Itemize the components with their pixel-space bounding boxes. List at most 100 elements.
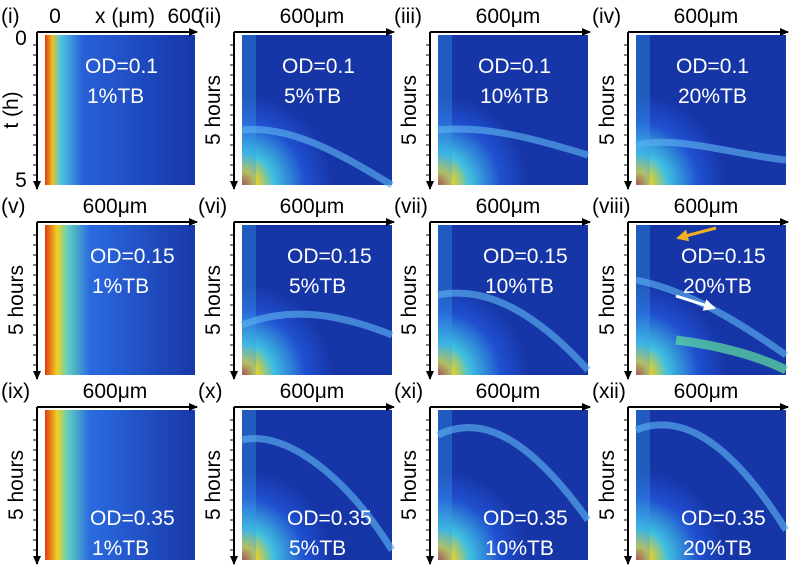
kymograph-edge [242, 35, 256, 185]
front-band [437, 289, 591, 373]
od-annotation: OD=0.15 [287, 245, 372, 268]
y-axis-label: 5 hours [202, 450, 225, 520]
x-axis-label: 600μm [280, 380, 345, 403]
panel: (vii) 600μm 5 hours OD=0.15 10%TB [394, 195, 591, 380]
panel-label: (xii) [592, 380, 626, 403]
od-annotation: OD=0.15 [681, 245, 766, 268]
tb-annotation: 20%TB [683, 275, 752, 298]
panel-label: (viii) [592, 195, 630, 218]
y-axis-label: 5 hours [398, 265, 421, 335]
kymograph [636, 410, 786, 560]
panel-label: (ix) [1, 380, 30, 403]
panel-label: (xi) [394, 380, 423, 403]
kymograph [438, 35, 588, 185]
kymograph [242, 225, 392, 375]
tb-annotation: 10%TB [485, 275, 554, 298]
front-band [634, 421, 789, 532]
panel: (viii) 600μm 5 hours OD=0.15 20%TB [592, 195, 789, 380]
od-annotation: OD=0.15 [483, 245, 568, 268]
kymograph [45, 225, 195, 375]
y-tick-label: 5 [15, 169, 27, 192]
y-axis-label: 5 hours [596, 450, 619, 520]
od-annotation: OD=0.1 [676, 55, 749, 78]
od-annotation: OD=0.35 [681, 507, 766, 530]
yellow-arrow [676, 226, 717, 242]
front-band [436, 424, 591, 523]
front-band [241, 125, 394, 189]
panel-label: (ii) [198, 5, 221, 28]
tb-annotation: 1%TB [87, 85, 144, 108]
tb-annotation: 5%TB [289, 537, 346, 560]
panel-label: (x) [198, 380, 223, 403]
panel: (xii) 600μm 5 hours OD=0.35 20%TB [592, 380, 789, 565]
x-axis-label: 600μm [476, 5, 541, 28]
kymograph [242, 410, 392, 560]
x-axis-label: 600μm [674, 195, 739, 218]
kymograph-edge [636, 225, 650, 375]
od-annotation: OD=0.15 [90, 245, 175, 268]
y-axis-label: 5 hours [596, 75, 619, 145]
front-band [635, 138, 787, 164]
tb-annotation: 1%TB [92, 537, 149, 560]
od-annotation: OD=0.1 [478, 55, 551, 78]
y-axis-label: 5 hours [398, 450, 421, 520]
y-axis-label: 5 hours [202, 75, 225, 145]
x-axis-label: 600μm [83, 380, 148, 403]
y-axis-label: 5 hours [5, 265, 28, 335]
front-band [675, 335, 789, 375]
y-axis-label: 5 hours [5, 450, 28, 520]
panel: (v) 600μm 5 hours OD=0.15 1%TB [1, 195, 198, 380]
y-axis-label: 5 hours [596, 265, 619, 335]
kymograph [45, 410, 195, 560]
front-band [240, 310, 394, 339]
kymograph-edge [242, 410, 256, 560]
panel-label: (iv) [592, 5, 621, 28]
kymograph [242, 35, 392, 185]
tb-annotation: 20%TB [678, 85, 747, 108]
x-axis-label: 600μm [476, 380, 541, 403]
panel: (ii) 600μm 5 hours OD=0.1 5%TB [198, 5, 395, 190]
panel-label: (i) [1, 5, 20, 28]
x-axis-label: 600μm [83, 195, 148, 218]
tb-annotation: 20%TB [683, 537, 752, 560]
x-axis-label: x (μm) [95, 5, 155, 28]
panel-label: (vii) [394, 195, 428, 218]
panel: (iii) 600μm 5 hours OD=0.1 10%TB [394, 5, 591, 190]
kymograph [45, 35, 195, 185]
panel-label: (iii) [394, 5, 422, 28]
panel-label: (v) [1, 195, 26, 218]
y-axis-label: 5 hours [202, 265, 225, 335]
front-band [241, 435, 395, 552]
white-arrow [675, 294, 716, 311]
od-annotation: OD=0.35 [287, 507, 372, 530]
kymograph-edge [636, 35, 650, 185]
panel: (ix) 600μm 5 hours OD=0.35 1%TB [1, 380, 198, 565]
kymograph-edge [438, 35, 452, 185]
kymograph-edge [438, 225, 452, 375]
kymograph-edge [438, 410, 452, 560]
tb-annotation: 5%TB [284, 85, 341, 108]
x-axis-label: 600μm [674, 5, 739, 28]
kymograph-edge [636, 410, 650, 560]
tb-annotation: 10%TB [480, 85, 549, 108]
panel: (iv) 600μm 5 hours OD=0.1 20%TB [592, 5, 789, 190]
tb-annotation: 1%TB [92, 275, 149, 298]
od-annotation: OD=0.1 [85, 55, 158, 78]
y-tick-label: 0 [15, 27, 27, 50]
panel: (x) 600μm 5 hours OD=0.35 5%TB [198, 380, 395, 565]
x-tick-label: 0 [49, 5, 61, 28]
od-annotation: OD=0.35 [90, 507, 175, 530]
kymograph-edge [242, 225, 256, 375]
y-axis-label: 5 hours [398, 75, 421, 145]
tb-annotation: 5%TB [289, 275, 346, 298]
x-axis-label: 600μm [674, 380, 739, 403]
x-axis-label: 600μm [476, 195, 541, 218]
panel: (xi) 600μm 5 hours OD=0.35 10%TB [394, 380, 591, 565]
front-band [437, 125, 590, 159]
x-axis-label: 600μm [280, 5, 345, 28]
y-axis-label: t (h) [0, 91, 23, 128]
panel-label: (vi) [198, 195, 227, 218]
